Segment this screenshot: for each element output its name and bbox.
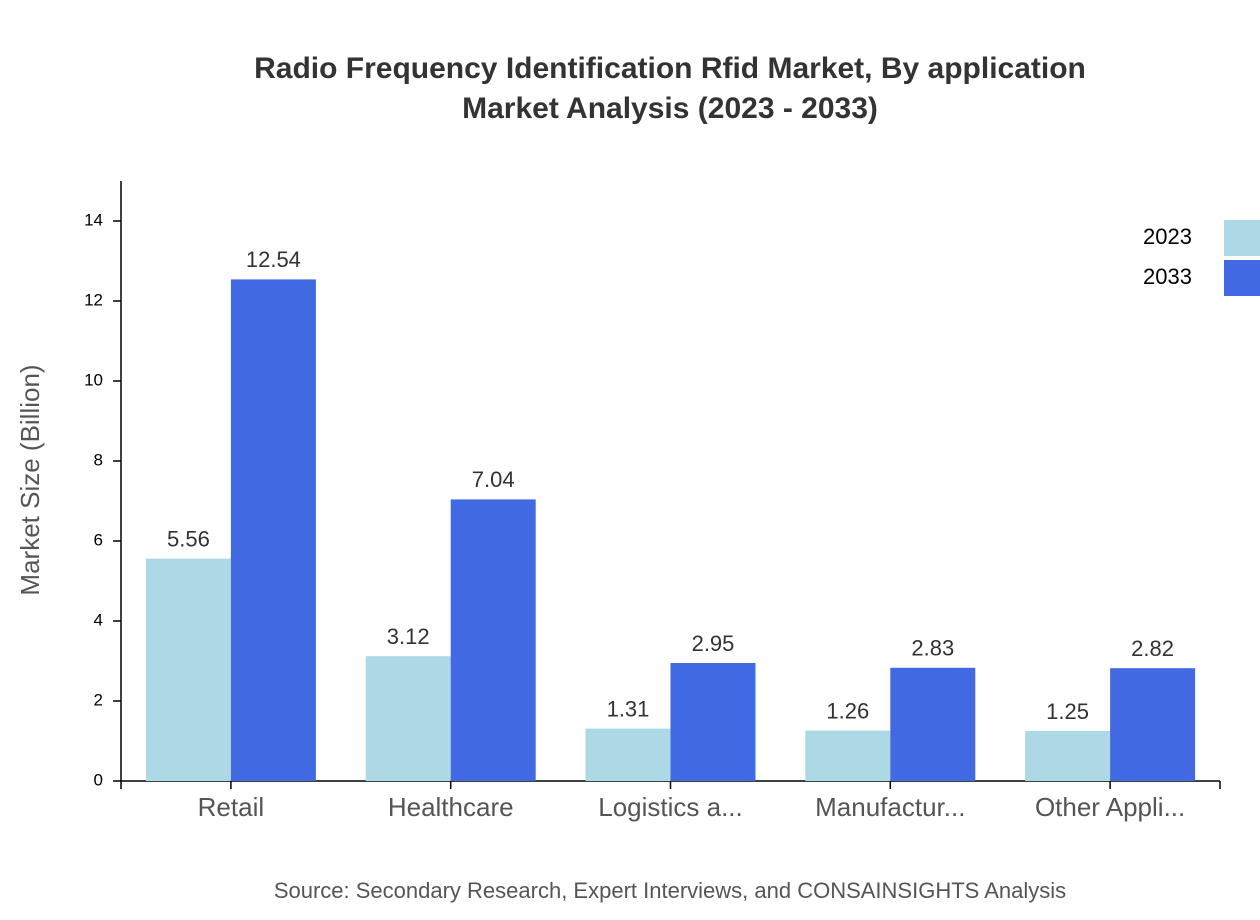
bar bbox=[145, 558, 231, 781]
x-tick-label: Retail bbox=[198, 792, 264, 822]
y-tick-label: 4 bbox=[94, 610, 103, 629]
bar bbox=[1110, 668, 1196, 781]
legend-swatch bbox=[1224, 220, 1260, 256]
legend-swatch bbox=[1224, 260, 1260, 296]
value-label: 5.56 bbox=[167, 526, 210, 551]
bar bbox=[450, 499, 536, 781]
bar bbox=[1025, 731, 1111, 781]
x-tick-label: Other Appli... bbox=[1035, 792, 1185, 822]
x-tick-label: Healthcare bbox=[388, 792, 514, 822]
value-label: 3.12 bbox=[387, 624, 430, 649]
value-label: 1.26 bbox=[826, 698, 869, 723]
legend-label: 2033 bbox=[1143, 264, 1192, 289]
bar bbox=[890, 667, 976, 781]
source-note: Source: Secondary Research, Expert Inter… bbox=[274, 878, 1066, 903]
y-axis-label: Market Size (Billion) bbox=[15, 364, 45, 595]
chart-subtitle: Market Analysis (2023 - 2033) bbox=[462, 92, 878, 125]
x-tick-label: Logistics a... bbox=[598, 792, 743, 822]
value-label: 7.04 bbox=[472, 467, 515, 492]
y-tick-label: 0 bbox=[94, 770, 103, 789]
bar bbox=[230, 279, 316, 781]
bar bbox=[365, 656, 451, 781]
y-tick-label: 10 bbox=[84, 370, 103, 389]
y-tick-label: 14 bbox=[84, 210, 103, 229]
chart-title: Radio Frequency Identification Rfid Mark… bbox=[254, 52, 1086, 85]
value-label: 12.54 bbox=[246, 247, 301, 272]
value-label: 1.25 bbox=[1046, 699, 1089, 724]
bar bbox=[585, 728, 671, 781]
y-tick-label: 12 bbox=[84, 290, 103, 309]
value-label: 2.82 bbox=[1131, 636, 1174, 661]
value-label: 2.83 bbox=[911, 636, 954, 661]
bar bbox=[805, 730, 891, 781]
bar bbox=[670, 663, 756, 781]
y-tick-label: 8 bbox=[94, 450, 103, 469]
legend-label: 2023 bbox=[1143, 224, 1192, 249]
x-tick-label: Manufactur... bbox=[815, 792, 965, 822]
y-tick-label: 6 bbox=[94, 530, 103, 549]
y-tick-label: 2 bbox=[94, 690, 103, 709]
value-label: 1.31 bbox=[607, 696, 650, 721]
value-label: 2.95 bbox=[692, 631, 735, 656]
